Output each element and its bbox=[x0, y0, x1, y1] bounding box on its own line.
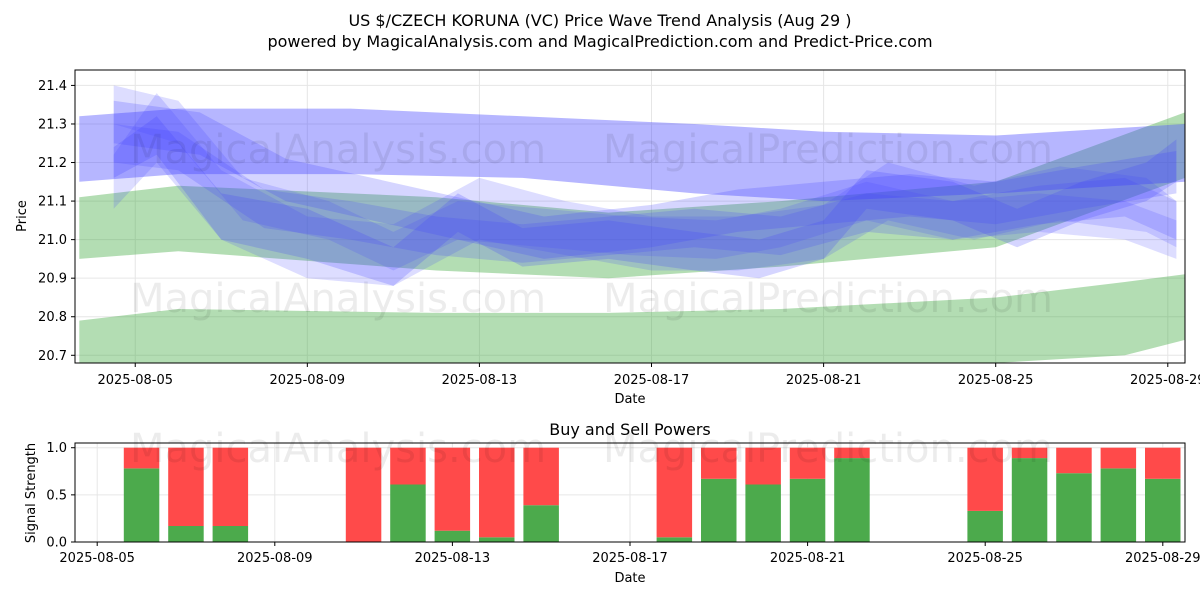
blue-wave-band bbox=[113, 93, 1177, 286]
buy-bar bbox=[834, 458, 870, 542]
signal-x-tick-label: 2025-08-17 bbox=[592, 551, 668, 566]
price-x-ticks: 2025-08-05 2025-08-09 2025-08-13 2025-08-17… bbox=[97, 363, 1200, 388]
sell-bar bbox=[745, 447, 781, 485]
watermark-prediction: MagicalPrediction.com bbox=[603, 127, 1053, 173]
signal-panel: Buy and Sell Powers MagicalAnalysis.com … bbox=[24, 420, 1200, 586]
sell-bar bbox=[212, 447, 249, 526]
sell-bar bbox=[656, 447, 693, 538]
chart-title: US $/CZECH KORUNA (VC) Price Wave Trend … bbox=[348, 11, 851, 30]
sell-bar bbox=[1145, 447, 1181, 479]
sell-bar bbox=[434, 447, 471, 531]
buy-bar bbox=[123, 468, 160, 542]
price-y-tick-label: 21.1 bbox=[38, 195, 67, 210]
price-x-tick-label: 2025-08-05 bbox=[97, 373, 173, 388]
buy-bar bbox=[656, 537, 693, 542]
price-y-tick-label: 21.0 bbox=[38, 233, 67, 248]
blue-wave-band bbox=[113, 100, 1177, 259]
price-y-tick-label: 21.4 bbox=[38, 79, 67, 94]
sell-bar bbox=[1100, 447, 1137, 469]
signal-x-tick-label: 2025-08-25 bbox=[947, 551, 1023, 566]
buy-bar bbox=[1145, 478, 1181, 542]
buy-bar bbox=[390, 484, 426, 542]
chart-subtitle: powered by MagicalAnalysis.com and Magic… bbox=[267, 32, 932, 51]
watermark-prediction: MagicalPrediction.com bbox=[603, 426, 1053, 472]
blue-wave-band bbox=[113, 85, 1177, 271]
price-y-tick-label: 21.2 bbox=[38, 156, 67, 171]
sell-bar bbox=[1011, 447, 1048, 459]
watermark-prediction: MagicalPrediction.com bbox=[603, 276, 1053, 322]
watermark-analysis: MagicalAnalysis.com bbox=[130, 426, 546, 472]
sell-bar bbox=[701, 447, 737, 479]
buy-bar bbox=[523, 505, 559, 542]
signal-x-tick-label: 2025-08-13 bbox=[415, 551, 491, 566]
sell-bar bbox=[523, 447, 559, 506]
buy-bar bbox=[168, 526, 204, 542]
watermark-analysis: MagicalAnalysis.com bbox=[130, 276, 546, 322]
price-axes-frame bbox=[74, 69, 1186, 364]
price-x-tick-label: 2025-08-25 bbox=[958, 373, 1034, 388]
sell-bar bbox=[345, 447, 382, 542]
signal-y-ticks: 0.0 0.5 1.0 bbox=[46, 441, 75, 551]
price-panel: MagicalAnalysis.com MagicalPrediction.co… bbox=[15, 69, 1200, 407]
sell-bar bbox=[834, 447, 870, 459]
price-y-label: Price bbox=[15, 200, 30, 232]
price-x-tick-label: 2025-08-21 bbox=[786, 373, 862, 388]
signal-x-tick-label: 2025-08-05 bbox=[59, 551, 135, 566]
buy-bar bbox=[1056, 473, 1092, 542]
signal-y-tick-label: 0.5 bbox=[46, 488, 67, 503]
price-x-tick-label: 2025-08-29 bbox=[1130, 373, 1200, 388]
buy-bar bbox=[1011, 458, 1048, 542]
green-trend-band bbox=[79, 274, 1185, 363]
signal-y-tick-label: 1.0 bbox=[46, 441, 67, 456]
signal-watermarks: MagicalAnalysis.com MagicalPrediction.co… bbox=[130, 426, 1053, 472]
signal-y-label: Signal Strength bbox=[24, 443, 39, 543]
price-y-tick-label: 20.8 bbox=[38, 310, 67, 325]
signal-bars bbox=[123, 447, 1181, 542]
sell-bar bbox=[789, 447, 826, 479]
sell-bar bbox=[479, 447, 515, 538]
price-watermarks: MagicalAnalysis.com MagicalPrediction.co… bbox=[130, 127, 1053, 322]
price-x-tick-label: 2025-08-09 bbox=[270, 373, 346, 388]
signal-title: Buy and Sell Powers bbox=[549, 420, 711, 439]
buy-bar bbox=[745, 484, 781, 542]
price-y-tick-label: 20.9 bbox=[38, 272, 67, 287]
price-bands bbox=[79, 85, 1185, 363]
sell-bar bbox=[123, 447, 160, 469]
price-y-tick-label: 21.3 bbox=[38, 117, 67, 132]
price-x-tick-label: 2025-08-13 bbox=[442, 373, 518, 388]
signal-x-tick-label: 2025-08-29 bbox=[1125, 551, 1200, 566]
buy-bar bbox=[434, 530, 471, 542]
signal-x-tick-label: 2025-08-21 bbox=[770, 551, 846, 566]
price-x-label: Date bbox=[614, 392, 645, 407]
blue-wave-band bbox=[79, 108, 1185, 202]
blue-wave-band bbox=[113, 116, 1177, 286]
price-x-tick-label: 2025-08-17 bbox=[614, 373, 690, 388]
price-grid bbox=[75, 70, 1185, 363]
buy-bar bbox=[479, 537, 515, 542]
green-trend-band bbox=[79, 112, 1185, 279]
signal-x-label: Date bbox=[614, 571, 645, 586]
buy-bar bbox=[701, 478, 737, 542]
buy-bar bbox=[789, 478, 826, 542]
buy-bar bbox=[212, 526, 249, 542]
signal-x-ticks: 2025-08-05 2025-08-09 2025-08-13 2025-08-17… bbox=[59, 542, 1200, 566]
sell-bar bbox=[1056, 447, 1092, 474]
sell-bar bbox=[390, 447, 426, 485]
buy-bar bbox=[967, 510, 1003, 542]
price-y-ticks: 20.7 20.8 20.9 21.0 21.1 21.2 21.3 21.4 bbox=[38, 79, 75, 364]
sell-bar bbox=[967, 447, 1003, 511]
buy-bar bbox=[1100, 468, 1137, 542]
signal-y-tick-label: 0.0 bbox=[46, 536, 67, 551]
price-y-tick-label: 20.7 bbox=[38, 349, 67, 364]
blue-wave-band bbox=[113, 124, 1177, 263]
signal-x-tick-label: 2025-08-09 bbox=[237, 551, 313, 566]
sell-bar bbox=[168, 447, 204, 526]
watermark-analysis: MagicalAnalysis.com bbox=[130, 127, 546, 173]
